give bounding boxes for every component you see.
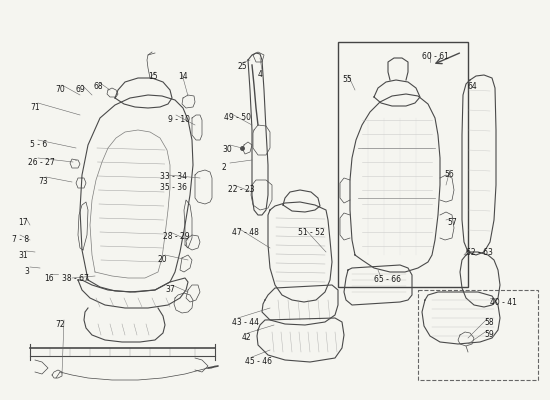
Text: 68: 68: [93, 82, 103, 91]
Text: 72: 72: [55, 320, 65, 329]
Text: 71: 71: [30, 103, 40, 112]
Text: 14: 14: [178, 72, 188, 81]
Text: 30: 30: [222, 145, 232, 154]
Text: 58: 58: [484, 318, 494, 327]
Text: 16: 16: [44, 274, 54, 283]
Text: 9 - 10: 9 - 10: [168, 115, 190, 124]
Text: 17: 17: [18, 218, 28, 227]
Text: 45 - 46: 45 - 46: [245, 357, 272, 366]
Text: 2: 2: [222, 163, 227, 172]
Text: 3: 3: [24, 267, 29, 276]
Text: 60 - 61: 60 - 61: [422, 52, 449, 61]
Text: 31: 31: [18, 251, 28, 260]
Text: 38 - 67: 38 - 67: [62, 274, 89, 283]
Text: 25: 25: [238, 62, 248, 71]
Text: 42: 42: [242, 333, 252, 342]
Text: 26 - 27: 26 - 27: [28, 158, 55, 167]
Bar: [338, 42, 468, 287]
Text: 20: 20: [158, 255, 168, 264]
Text: 69: 69: [75, 85, 85, 94]
Text: 5 - 6: 5 - 6: [30, 140, 47, 149]
Text: 57: 57: [447, 218, 456, 227]
Text: 28 - 29: 28 - 29: [163, 232, 190, 241]
Text: 37: 37: [165, 285, 175, 294]
Text: 43 - 44: 43 - 44: [232, 318, 259, 327]
Text: 47 - 48: 47 - 48: [232, 228, 259, 237]
Text: 64: 64: [468, 82, 478, 91]
Text: 62 - 63: 62 - 63: [466, 248, 493, 257]
Text: 65 - 66: 65 - 66: [374, 275, 401, 284]
Text: 4: 4: [258, 70, 263, 79]
Text: 55: 55: [342, 75, 352, 84]
Text: 40 - 41: 40 - 41: [490, 298, 517, 307]
Text: 70: 70: [55, 85, 65, 94]
Text: 33 - 34: 33 - 34: [160, 172, 187, 181]
Text: 7 - 8: 7 - 8: [12, 235, 29, 244]
Text: 51 - 52: 51 - 52: [298, 228, 324, 237]
Text: 35 - 36: 35 - 36: [160, 183, 187, 192]
Text: 15: 15: [148, 72, 158, 81]
Text: 22 - 23: 22 - 23: [228, 185, 255, 194]
Text: 73: 73: [38, 177, 48, 186]
Text: 59: 59: [484, 330, 494, 339]
Text: 56: 56: [444, 170, 454, 179]
Text: 49 - 50: 49 - 50: [224, 113, 251, 122]
